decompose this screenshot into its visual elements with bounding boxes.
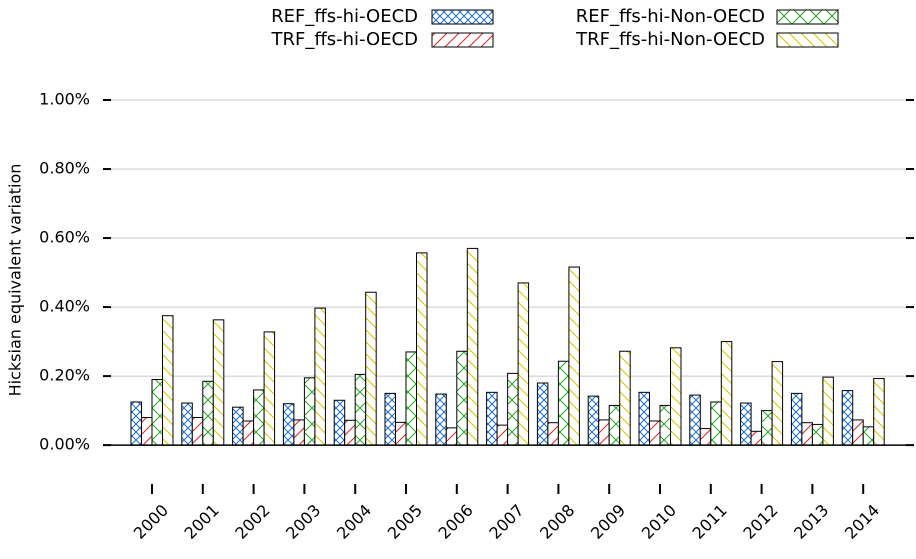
bar (619, 350, 631, 446)
bar (282, 403, 295, 446)
bar (202, 380, 214, 446)
bar (801, 422, 813, 446)
legend-label: TRF_ffs-hi-OECD (270, 29, 418, 50)
bar (141, 417, 153, 446)
legend-label: TRF_ffs-hi-Non-OECD (575, 29, 765, 50)
legend-swatch (776, 9, 839, 25)
bar (598, 419, 610, 446)
bar (568, 266, 580, 446)
bar (852, 419, 864, 446)
x-tick-label: 2004 (333, 501, 375, 543)
bar (659, 404, 671, 446)
y-axis-label: Hicksian equivalent variation (6, 164, 25, 397)
x-tick-label: 2007 (485, 501, 527, 543)
bar (689, 394, 701, 446)
bar (670, 347, 682, 446)
bar (416, 252, 428, 446)
x-tick-label: 2012 (739, 501, 781, 543)
x-tick-label: 2013 (790, 501, 832, 543)
x-tick-label: 2006 (435, 501, 477, 543)
bar (181, 402, 193, 446)
bar (638, 391, 650, 446)
bar (587, 395, 600, 446)
legend-swatch (776, 32, 839, 48)
bar (333, 399, 346, 446)
x-tick-label: 2010 (638, 501, 680, 543)
x-tick-label: 2009 (587, 501, 629, 543)
bar (486, 391, 498, 446)
bar (557, 360, 570, 446)
bar (811, 423, 824, 446)
bar (720, 341, 733, 446)
bar (496, 424, 509, 446)
bar (314, 307, 326, 446)
bar (191, 417, 204, 446)
bar (395, 421, 407, 446)
bar (790, 392, 803, 446)
bar (253, 389, 265, 446)
bar (710, 401, 722, 446)
x-tick-label: 2001 (181, 501, 223, 543)
x-tick-label: 2003 (282, 501, 324, 543)
legend-swatch (431, 9, 494, 25)
bar (151, 379, 163, 446)
x-tick-label: 2011 (689, 501, 731, 543)
bar (344, 419, 356, 446)
bar (608, 404, 621, 446)
bar (862, 426, 875, 446)
y-tick-label: 0.40% (39, 297, 90, 316)
bar (740, 402, 752, 446)
legend-label: REF_ffs-hi-Non-OECD (576, 6, 765, 27)
bar (822, 376, 834, 446)
bar (699, 428, 712, 446)
x-tick-label: 2005 (384, 501, 426, 543)
y-tick-label: 0.20% (39, 366, 90, 385)
y-tick-label: 0.00% (39, 435, 90, 454)
bar (212, 319, 225, 446)
bar (384, 392, 396, 446)
bar (303, 377, 316, 446)
bar (536, 382, 549, 446)
bar (405, 351, 417, 446)
x-tick-label: 2008 (536, 501, 578, 543)
bar (365, 291, 377, 446)
bar (841, 390, 854, 446)
bar (873, 378, 885, 446)
bar (232, 406, 244, 446)
bar (293, 419, 305, 446)
bar (517, 282, 530, 446)
bar (435, 393, 447, 446)
bar (466, 247, 479, 446)
legend-label: REF_ffs-hi-OECD (271, 6, 418, 27)
bar (750, 430, 763, 446)
y-tick-label: 1.00% (39, 90, 90, 109)
y-tick-label: 0.60% (39, 228, 90, 247)
x-tick-label: 2000 (130, 501, 172, 543)
bar (354, 373, 367, 446)
bar (761, 410, 773, 446)
bar (242, 420, 255, 446)
bar (162, 315, 174, 446)
x-tick-label: 2014 (841, 501, 883, 543)
bar (547, 422, 559, 446)
bar (771, 361, 784, 446)
bar (445, 427, 458, 446)
bar (263, 331, 276, 446)
bar (649, 420, 661, 446)
bar (456, 350, 468, 446)
bar (507, 372, 519, 446)
legend-swatch (431, 32, 494, 48)
x-tick-label: 2002 (231, 501, 273, 543)
bar (130, 401, 142, 446)
y-tick-label: 0.80% (39, 159, 90, 178)
